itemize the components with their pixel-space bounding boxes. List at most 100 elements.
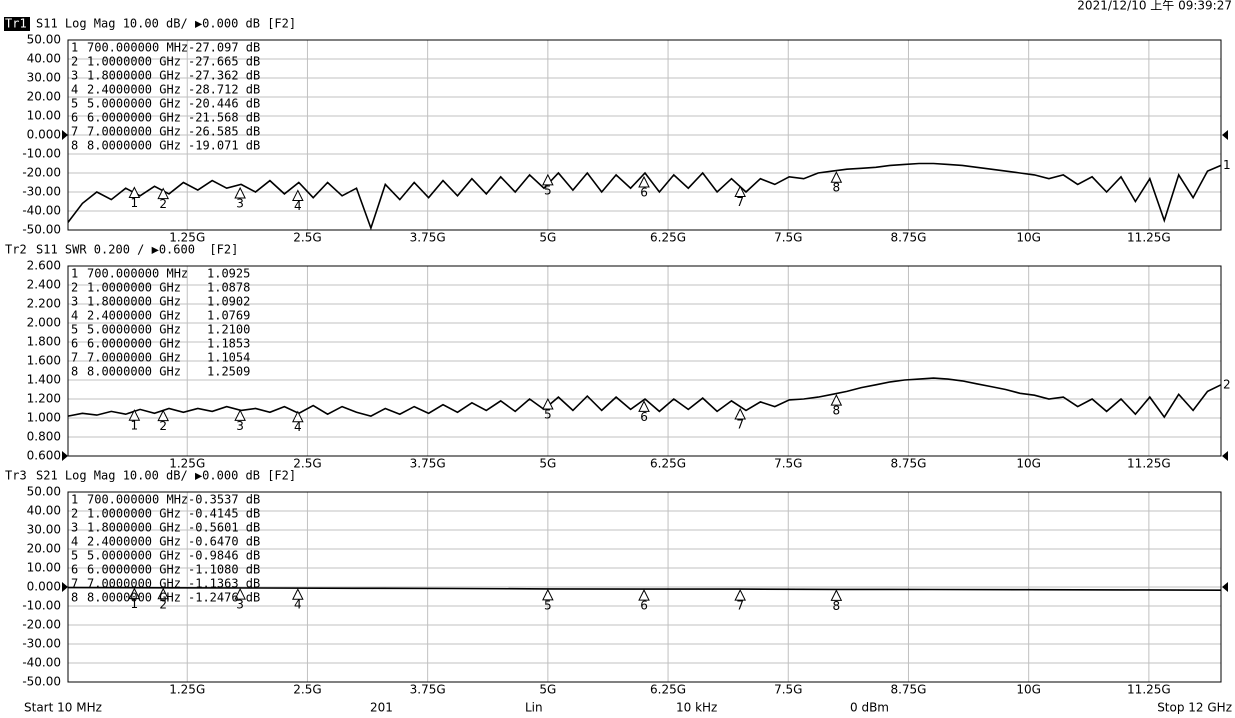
marker-number: 4 (294, 598, 302, 612)
x-tick-label: 5G (539, 683, 556, 697)
marker-number: 2 (159, 419, 167, 433)
marker-table-id: 5 (71, 323, 78, 337)
marker (542, 397, 554, 410)
power: 0 dBm (850, 701, 889, 715)
y-tick-label: 2.200 (27, 297, 61, 311)
y-tick-label: 1.400 (27, 373, 61, 387)
marker-table-id: 4 (71, 535, 78, 549)
marker-table-stimulus: 8.0000000 GHz (87, 591, 181, 605)
marker-table-id: 8 (71, 139, 78, 153)
start-freq: Start 10 MHz (24, 701, 102, 715)
sweep-type: Lin (525, 701, 543, 715)
x-tick-label: 8.75G (890, 683, 926, 697)
marker-table-stimulus: 700.000000 MHz (87, 493, 188, 507)
x-tick-label: 10G (1016, 231, 1041, 245)
y-tick-label: 0.600 (27, 449, 61, 463)
y-tick-label: -30.00 (22, 637, 61, 651)
marker-table-stimulus: 2.4000000 GHz (87, 535, 181, 549)
y-tick-label: -20.00 (22, 166, 61, 180)
y-tick-label: -50.00 (22, 675, 61, 689)
marker (157, 409, 170, 422)
marker-table-response: -0.3537 dB (188, 493, 260, 507)
ref-arrow (1222, 451, 1228, 461)
marker-table-id: 2 (71, 55, 78, 69)
marker-number: 6 (640, 185, 648, 199)
y-tick-label: 20.00 (27, 542, 61, 556)
marker-table-id: 5 (71, 549, 78, 563)
marker (830, 171, 843, 183)
marker-table-stimulus: 6.0000000 GHz (87, 563, 181, 577)
marker-table-id: 3 (71, 295, 78, 309)
marker (157, 187, 170, 200)
y-tick-label: -10.00 (22, 599, 61, 613)
x-tick-label: 2.5G (293, 457, 321, 471)
x-tick-label: 11.25G (1127, 231, 1171, 245)
marker-table-stimulus: 8.0000000 GHz (87, 365, 181, 379)
marker-table-id: 6 (71, 111, 78, 125)
y-tick-label: 0.000 (27, 128, 61, 142)
marker-table-id: 7 (71, 577, 78, 591)
marker-table-response: -26.585 dB (188, 125, 260, 139)
marker (734, 589, 746, 601)
marker (638, 400, 650, 412)
marker-table-id: 1 (71, 493, 78, 507)
x-tick-label: 3.75G (410, 683, 446, 697)
x-tick-label: 11.25G (1127, 683, 1171, 697)
marker-table-response: -20.446 dB (188, 97, 260, 111)
marker-number: 1 (131, 196, 139, 210)
marker-table-response: 1.1054 (207, 351, 250, 365)
marker (638, 588, 650, 601)
marker-table-stimulus: 2.4000000 GHz (87, 309, 181, 323)
marker-table-response: -0.9846 dB (188, 549, 260, 563)
marker-table-stimulus: 700.000000 MHz (87, 41, 188, 55)
x-tick-label: 3.75G (410, 231, 446, 245)
marker-number: 4 (294, 420, 302, 434)
marker (234, 186, 246, 199)
trace-label-bg (4, 17, 30, 31)
marker-number: 8 (833, 599, 841, 613)
marker-table-stimulus: 1.8000000 GHz (87, 69, 181, 83)
marker-table-id: 1 (71, 41, 78, 55)
marker-number: 7 (736, 195, 744, 209)
marker-table-response: -0.6470 dB (188, 535, 260, 549)
marker-table-response: -21.568 dB (188, 111, 260, 125)
x-tick-label: 5G (539, 457, 556, 471)
x-tick-label: 2.5G (293, 231, 321, 245)
marker-table-id: 8 (71, 591, 78, 605)
y-tick-label: 10.00 (27, 109, 61, 123)
marker-table-id: 3 (71, 69, 78, 83)
marker (734, 407, 746, 420)
ref-arrow (1222, 130, 1228, 140)
ref-arrow (62, 130, 68, 140)
marker-table-response: -27.362 dB (188, 69, 260, 83)
y-tick-label: -40.00 (22, 656, 61, 670)
trace-label: Tr1 (5, 17, 27, 31)
marker-table-id: 7 (71, 125, 78, 139)
marker (292, 189, 304, 202)
marker-table-stimulus: 7.0000000 GHz (87, 577, 181, 591)
y-tick-label: 40.00 (27, 504, 61, 518)
marker (128, 587, 141, 600)
marker-table-response: -1.1363 dB (188, 577, 260, 591)
marker-table-stimulus: 6.0000000 GHz (87, 111, 181, 125)
stop-freq: Stop 12 GHz (1157, 701, 1232, 715)
marker-number: 7 (736, 599, 744, 613)
marker-number: 3 (236, 419, 244, 433)
marker (128, 409, 141, 421)
y-tick-label: 1.600 (27, 354, 61, 368)
y-tick-label: 1.800 (27, 335, 61, 349)
marker-number: 5 (544, 408, 552, 422)
marker-table-response: -0.4145 dB (188, 507, 260, 521)
marker-table-id: 1 (71, 267, 78, 281)
marker (157, 587, 170, 600)
marker (542, 588, 554, 601)
marker-number: 5 (544, 598, 552, 612)
y-tick-label: 0.800 (27, 430, 61, 444)
marker-table-stimulus: 5.0000000 GHz (87, 323, 181, 337)
y-tick-label: 10.00 (27, 561, 61, 575)
marker-number: 7 (736, 417, 744, 431)
marker-number: 2 (159, 597, 167, 611)
marker-number: 6 (640, 599, 648, 613)
marker-table-response: -27.097 dB (188, 41, 260, 55)
marker-number: 3 (236, 598, 244, 612)
